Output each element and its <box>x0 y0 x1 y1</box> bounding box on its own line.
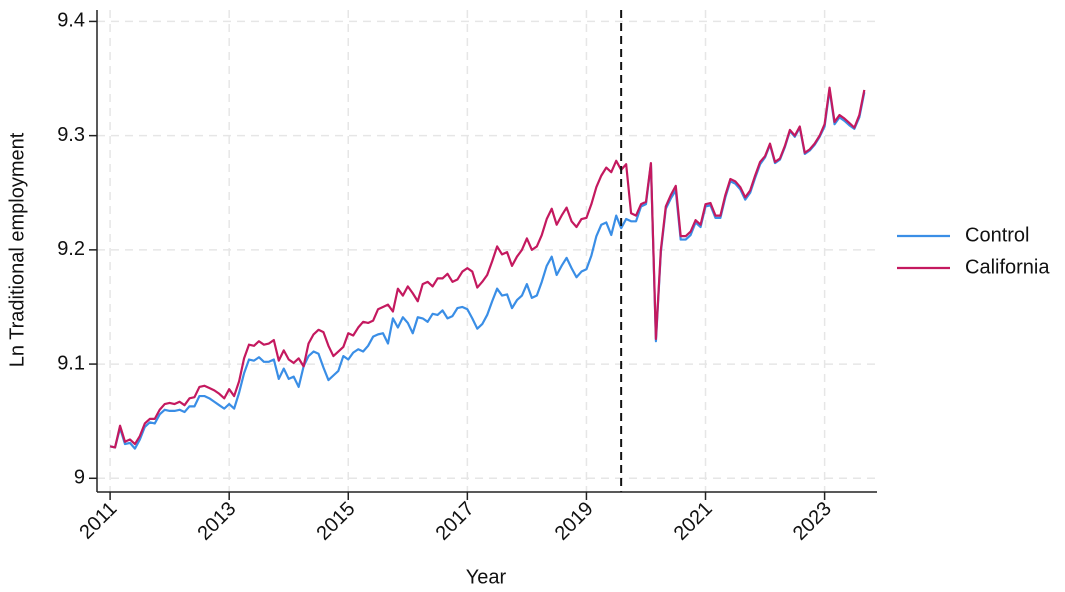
y-tick-label: 9 <box>74 467 85 489</box>
y-tick-label: 9.4 <box>57 10 85 32</box>
series-line <box>109 88 866 450</box>
y-tick-label: 9.3 <box>57 124 85 146</box>
x-tick-label: 2019 <box>551 498 598 545</box>
y-tick-label: 9.2 <box>57 238 85 260</box>
legend-label: Control <box>965 224 1029 246</box>
x-axis-title: Year <box>466 566 507 588</box>
x-tick-label: 2021 <box>670 498 717 545</box>
x-tick-label: 2017 <box>432 498 479 545</box>
x-tick-label: 2023 <box>789 498 836 545</box>
x-tick-label: 2011 <box>75 498 121 544</box>
plot-lines <box>109 10 866 492</box>
grid <box>97 10 877 492</box>
x-tick-label: 2013 <box>193 498 240 545</box>
legend: Control California <box>897 224 1050 278</box>
x-tick-label: 2015 <box>313 498 360 545</box>
legend-label: California <box>965 256 1050 278</box>
y-axis-title: Ln Traditional employment <box>6 132 28 367</box>
y-tick-label: 9.1 <box>57 352 85 374</box>
series-line <box>109 86 866 449</box>
axes: 9 9.1 9.2 9.3 9.4 2011 2013 2015 2017 2019 2021 202… <box>57 10 877 545</box>
